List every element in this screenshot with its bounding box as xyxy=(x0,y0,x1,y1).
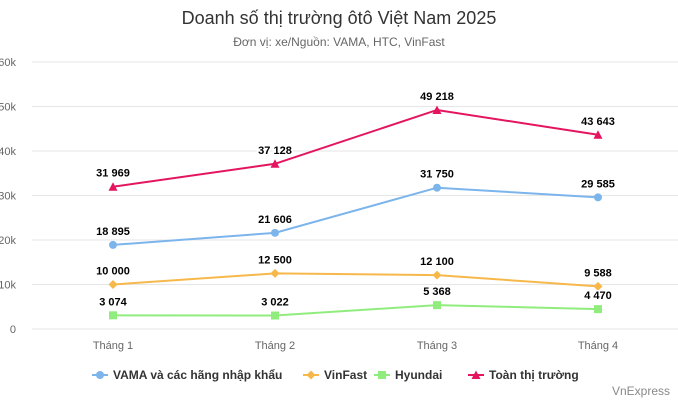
x-tick-label: Tháng 4 xyxy=(578,340,618,352)
legend-item: VinFast xyxy=(303,368,367,382)
data-label: 21 606 xyxy=(258,214,292,226)
data-label: 43 643 xyxy=(581,116,615,128)
legend-marker xyxy=(471,370,481,379)
data-point xyxy=(594,193,602,202)
data-point xyxy=(271,228,279,237)
data-point xyxy=(108,280,118,289)
data-point xyxy=(593,281,603,291)
data-label: 3 022 xyxy=(261,297,289,309)
data-point xyxy=(593,130,603,139)
legend-marker xyxy=(96,371,104,379)
data-point xyxy=(109,240,117,249)
y-tick-label: 40k xyxy=(0,146,16,158)
y-tick-label: 30k xyxy=(0,191,16,203)
data-label: 5 368 xyxy=(423,286,451,298)
data-label: 3 074 xyxy=(99,296,127,308)
data-label: 12 100 xyxy=(420,256,454,268)
legend-item: Hyundai xyxy=(374,368,442,382)
series-line xyxy=(112,304,599,317)
data-label: 31 750 xyxy=(420,169,454,181)
data-point xyxy=(432,105,442,114)
data-label: 49 218 xyxy=(420,91,454,103)
x-tick-label: Tháng 3 xyxy=(417,340,457,352)
data-point xyxy=(108,182,118,191)
chart-title: Doanh số thị trường ôtô Việt Nam 2025 xyxy=(181,8,497,28)
legend-item: VAMA và các hãng nhập khẩu xyxy=(92,368,282,382)
data-point xyxy=(432,270,442,280)
chart-subtitle: Đơn vị: xe/Nguồn: VAMA, HTC, VinFast xyxy=(233,35,445,49)
data-point xyxy=(433,301,441,310)
x-tick-label: Tháng 1 xyxy=(93,340,133,352)
y-tick-label: 10k xyxy=(0,280,16,292)
data-label: 29 585 xyxy=(581,178,615,190)
data-label: 4 470 xyxy=(584,290,612,302)
y-tick-label: 20k xyxy=(0,235,16,247)
legend-item: Toàn thị trường xyxy=(468,368,579,382)
y-tick-label: 60k xyxy=(0,57,16,69)
legend-label: Hyundai xyxy=(395,368,442,382)
y-tick-label: 0 xyxy=(10,324,16,336)
data-label: 18 895 xyxy=(96,226,130,238)
data-point xyxy=(270,159,280,168)
data-point xyxy=(433,183,441,192)
legend-label: VinFast xyxy=(324,368,367,382)
source-credit: VnExpress xyxy=(611,384,670,398)
legend-marker xyxy=(378,371,386,379)
data-label: 10 000 xyxy=(96,266,130,278)
data-label: 9 588 xyxy=(584,267,612,279)
legend-label: Toàn thị trường xyxy=(489,368,579,382)
data-label: 12 500 xyxy=(258,254,292,266)
data-point xyxy=(594,305,602,314)
y-tick-label: 50k xyxy=(0,102,16,114)
data-point xyxy=(109,311,117,320)
series-line xyxy=(112,272,599,288)
data-point xyxy=(270,268,280,278)
data-label: 31 969 xyxy=(96,168,130,180)
legend-marker xyxy=(306,370,316,380)
x-tick-label: Tháng 2 xyxy=(255,340,295,352)
data-point xyxy=(271,311,279,320)
data-label: 37 128 xyxy=(258,145,292,157)
series-line xyxy=(112,108,599,188)
legend-label: VAMA và các hãng nhập khẩu xyxy=(113,368,282,382)
series-line xyxy=(112,186,599,246)
